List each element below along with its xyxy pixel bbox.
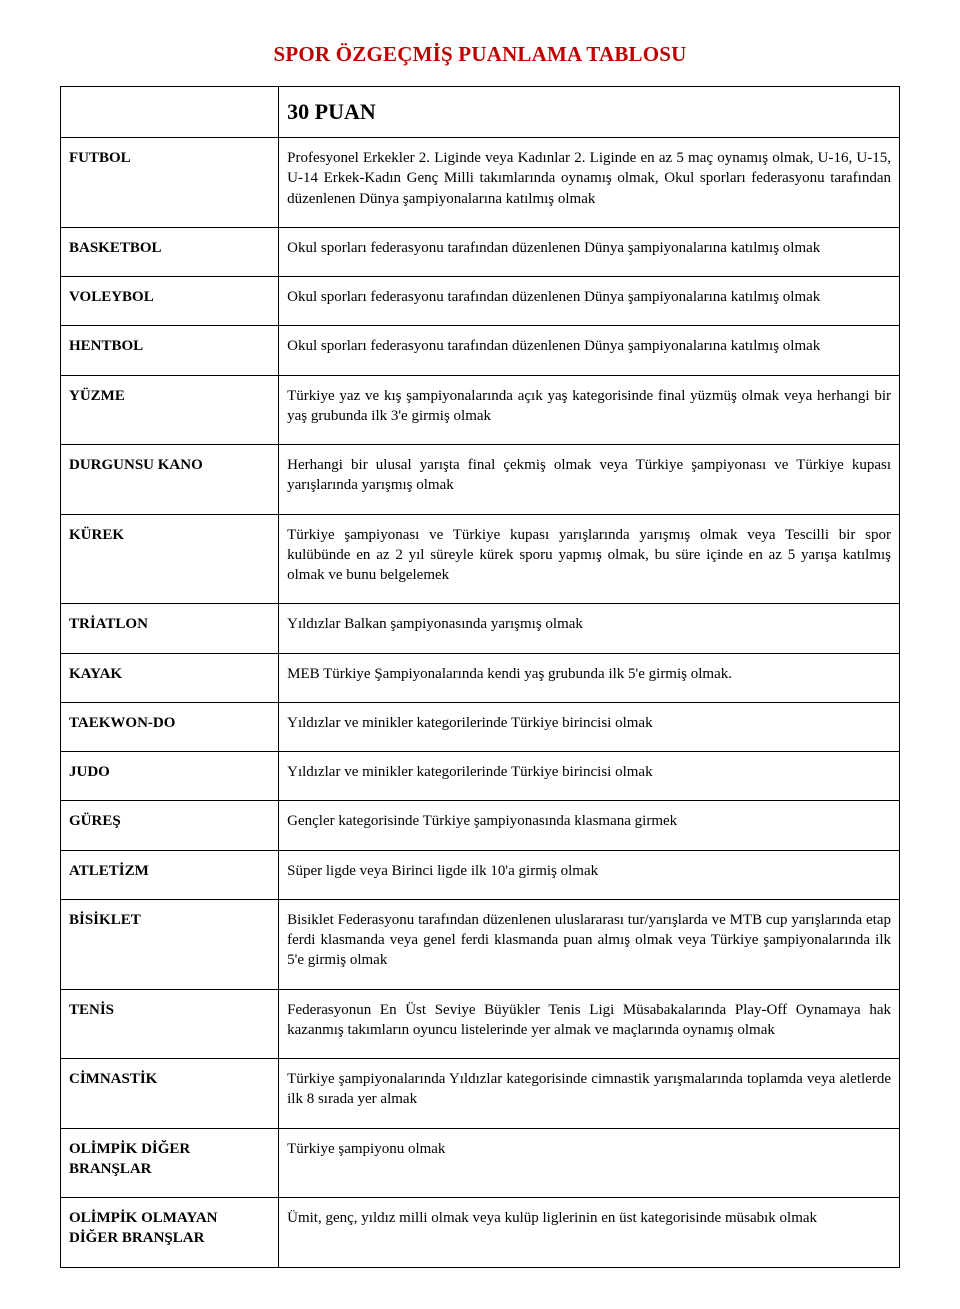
table-row: ATLETİZMSüper ligde veya Birinci ligde i… (61, 850, 900, 899)
sport-description: Ümit, genç, yıldız milli olmak veya kulü… (279, 1198, 900, 1268)
table-row: OLİMPİK OLMAYAN DİĞER BRANŞLARÜmit, genç… (61, 1198, 900, 1268)
scoring-table: 30 PUAN FUTBOLProfesyonel Erkekler 2. Li… (60, 86, 900, 1267)
sport-description: Gençler kategorisinde Türkiye şampiyonas… (279, 801, 900, 850)
points-header: 30 PUAN (279, 87, 900, 138)
sport-description: Okul sporları federasyonu tarafından düz… (279, 326, 900, 375)
table-row: TRİATLONYıldızlar Balkan şampiyonasında … (61, 604, 900, 653)
table-row: FUTBOLProfesyonel Erkekler 2. Liginde ve… (61, 138, 900, 228)
table-row: JUDOYıldızlar ve minikler kategorilerind… (61, 752, 900, 801)
table-row: YÜZMETürkiye yaz ve kış şampiyonalarında… (61, 375, 900, 445)
sport-description: Herhangi bir ulusal yarışta final çekmiş… (279, 445, 900, 515)
header-empty-cell (61, 87, 279, 138)
sport-description: Yıldızlar Balkan şampiyonasında yarışmış… (279, 604, 900, 653)
sport-description: Süper ligde veya Birinci ligde ilk 10'a … (279, 850, 900, 899)
sport-label: YÜZME (61, 375, 279, 445)
table-row: BİSİKLETBisiklet Federasyonu tarafından … (61, 899, 900, 989)
table-row: KÜREKTürkiye şampiyonası ve Türkiye kupa… (61, 514, 900, 604)
sport-description: MEB Türkiye Şampiyonalarında kendi yaş g… (279, 653, 900, 702)
sport-label: TAEKWON-DO (61, 702, 279, 751)
sport-label: OLİMPİK DİĞER BRANŞLAR (61, 1128, 279, 1198)
sport-label: GÜREŞ (61, 801, 279, 850)
table-row: VOLEYBOLOkul sporları federasyonu tarafı… (61, 277, 900, 326)
table-row: KAYAKMEB Türkiye Şampiyonalarında kendi … (61, 653, 900, 702)
sport-description: Türkiye yaz ve kış şampiyonalarında açık… (279, 375, 900, 445)
sport-label: BİSİKLET (61, 899, 279, 989)
table-body: 30 PUAN FUTBOLProfesyonel Erkekler 2. Li… (61, 87, 900, 1267)
table-row: BASKETBOLOkul sporları federasyonu taraf… (61, 227, 900, 276)
sport-label: JUDO (61, 752, 279, 801)
sport-label: VOLEYBOL (61, 277, 279, 326)
sport-label: FUTBOL (61, 138, 279, 228)
sport-description: Türkiye şampiyonalarında Yıldızlar kateg… (279, 1059, 900, 1129)
sport-label: HENTBOL (61, 326, 279, 375)
sport-description: Yıldızlar ve minikler kategorilerinde Tü… (279, 752, 900, 801)
table-row: TENİSFederasyonun En Üst Seviye Büyükler… (61, 989, 900, 1059)
sport-description: Profesyonel Erkekler 2. Liginde veya Kad… (279, 138, 900, 228)
sport-label: ATLETİZM (61, 850, 279, 899)
table-row: GÜREŞGençler kategorisinde Türkiye şampi… (61, 801, 900, 850)
header-row: 30 PUAN (61, 87, 900, 138)
page-title: SPOR ÖZGEÇMİŞ PUANLAMA TABLOSU (60, 40, 900, 68)
sport-label: BASKETBOL (61, 227, 279, 276)
table-row: CİMNASTİKTürkiye şampiyonalarında Yıldız… (61, 1059, 900, 1129)
sport-description: Yıldızlar ve minikler kategorilerinde Tü… (279, 702, 900, 751)
sport-label: DURGUNSU KANO (61, 445, 279, 515)
sport-label: TRİATLON (61, 604, 279, 653)
sport-description: Okul sporları federasyonu tarafından düz… (279, 277, 900, 326)
table-row: HENTBOLOkul sporları federasyonu tarafın… (61, 326, 900, 375)
sport-description: Okul sporları federasyonu tarafından düz… (279, 227, 900, 276)
sport-description: Federasyonun En Üst Seviye Büyükler Teni… (279, 989, 900, 1059)
sport-label: KÜREK (61, 514, 279, 604)
table-row: DURGUNSU KANOHerhangi bir ulusal yarışta… (61, 445, 900, 515)
table-row: OLİMPİK DİĞER BRANŞLARTürkiye şampiyonu … (61, 1128, 900, 1198)
sport-label: KAYAK (61, 653, 279, 702)
table-row: TAEKWON-DOYıldızlar ve minikler kategori… (61, 702, 900, 751)
sport-description: Türkiye şampiyonası ve Türkiye kupası ya… (279, 514, 900, 604)
sport-label: TENİS (61, 989, 279, 1059)
sport-description: Türkiye şampiyonu olmak (279, 1128, 900, 1198)
sport-label: CİMNASTİK (61, 1059, 279, 1129)
sport-label: OLİMPİK OLMAYAN DİĞER BRANŞLAR (61, 1198, 279, 1268)
sport-description: Bisiklet Federasyonu tarafından düzenlen… (279, 899, 900, 989)
